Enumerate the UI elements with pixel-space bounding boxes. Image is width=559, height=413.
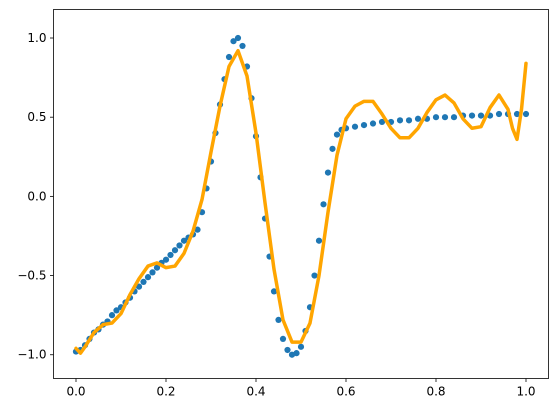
scatter-point xyxy=(176,242,183,249)
scatter-point xyxy=(140,278,147,285)
scatter-point xyxy=(239,42,246,50)
scatter-point xyxy=(351,123,359,130)
scatter-point xyxy=(284,346,291,354)
y-tick-label: −0.5 xyxy=(17,269,46,283)
scatter-point xyxy=(275,316,282,323)
scatter-point xyxy=(320,201,327,208)
scatter-point xyxy=(108,312,116,319)
x-tick-label: 0.4 xyxy=(246,385,265,399)
y-tick-label: 1.0 xyxy=(27,31,46,45)
scatter-point xyxy=(441,114,449,121)
scatter-point xyxy=(405,117,413,124)
scatter-point xyxy=(414,115,422,122)
scatter-point xyxy=(149,269,156,276)
scatter-point xyxy=(135,283,143,290)
fit-line xyxy=(74,48,528,355)
x-tick-label: 0.0 xyxy=(66,385,85,399)
plot-area xyxy=(53,9,549,379)
scatter-point xyxy=(144,274,152,281)
scatter-point xyxy=(234,34,242,42)
scatter-point xyxy=(153,264,161,271)
scatter-point xyxy=(468,112,476,119)
scatter-point xyxy=(167,251,174,259)
scatter-point xyxy=(477,112,485,119)
x-tick-label: 0.8 xyxy=(426,385,445,399)
scatter-point xyxy=(162,256,170,263)
scatter-point xyxy=(113,307,120,314)
scatter-point xyxy=(450,114,458,121)
y-tick-label: 0.5 xyxy=(27,110,46,124)
y-tick-label: 0.0 xyxy=(27,189,46,203)
scatter-point xyxy=(432,114,440,121)
scatter-point xyxy=(360,122,368,129)
scatter-point xyxy=(225,53,233,61)
scatter-point xyxy=(522,110,530,118)
fit-line-series xyxy=(74,48,528,355)
scatter-point xyxy=(369,120,377,127)
x-tick-label: 0.6 xyxy=(336,385,355,399)
y-tick-label: −1.0 xyxy=(17,348,46,362)
scatter-point xyxy=(297,343,305,350)
y-axis: −1.0 −0.5 0.0 0.5 1.0 xyxy=(17,31,54,362)
scatter-point xyxy=(230,38,237,45)
scatter-point xyxy=(396,117,404,124)
scatter-point xyxy=(279,335,287,343)
x-tick-label: 1.0 xyxy=(516,385,535,399)
scatter-point xyxy=(378,118,386,126)
scatter-point xyxy=(311,272,318,279)
scatter-point xyxy=(171,247,179,254)
scatter-point xyxy=(333,131,341,138)
scatter-point xyxy=(194,226,201,233)
x-tick-label: 0.2 xyxy=(156,385,175,399)
scatter-point xyxy=(180,237,188,244)
scatter-point xyxy=(324,169,332,176)
scatter-point xyxy=(513,110,521,118)
x-axis: 0.0 0.2 0.4 0.6 0.8 1.0 xyxy=(66,378,536,399)
scatter-point xyxy=(293,350,300,357)
scatter-point xyxy=(270,288,278,295)
scatter-point xyxy=(495,110,503,118)
scatter-point xyxy=(315,237,323,244)
plot-frame xyxy=(53,9,549,379)
scatter-point xyxy=(329,145,336,152)
